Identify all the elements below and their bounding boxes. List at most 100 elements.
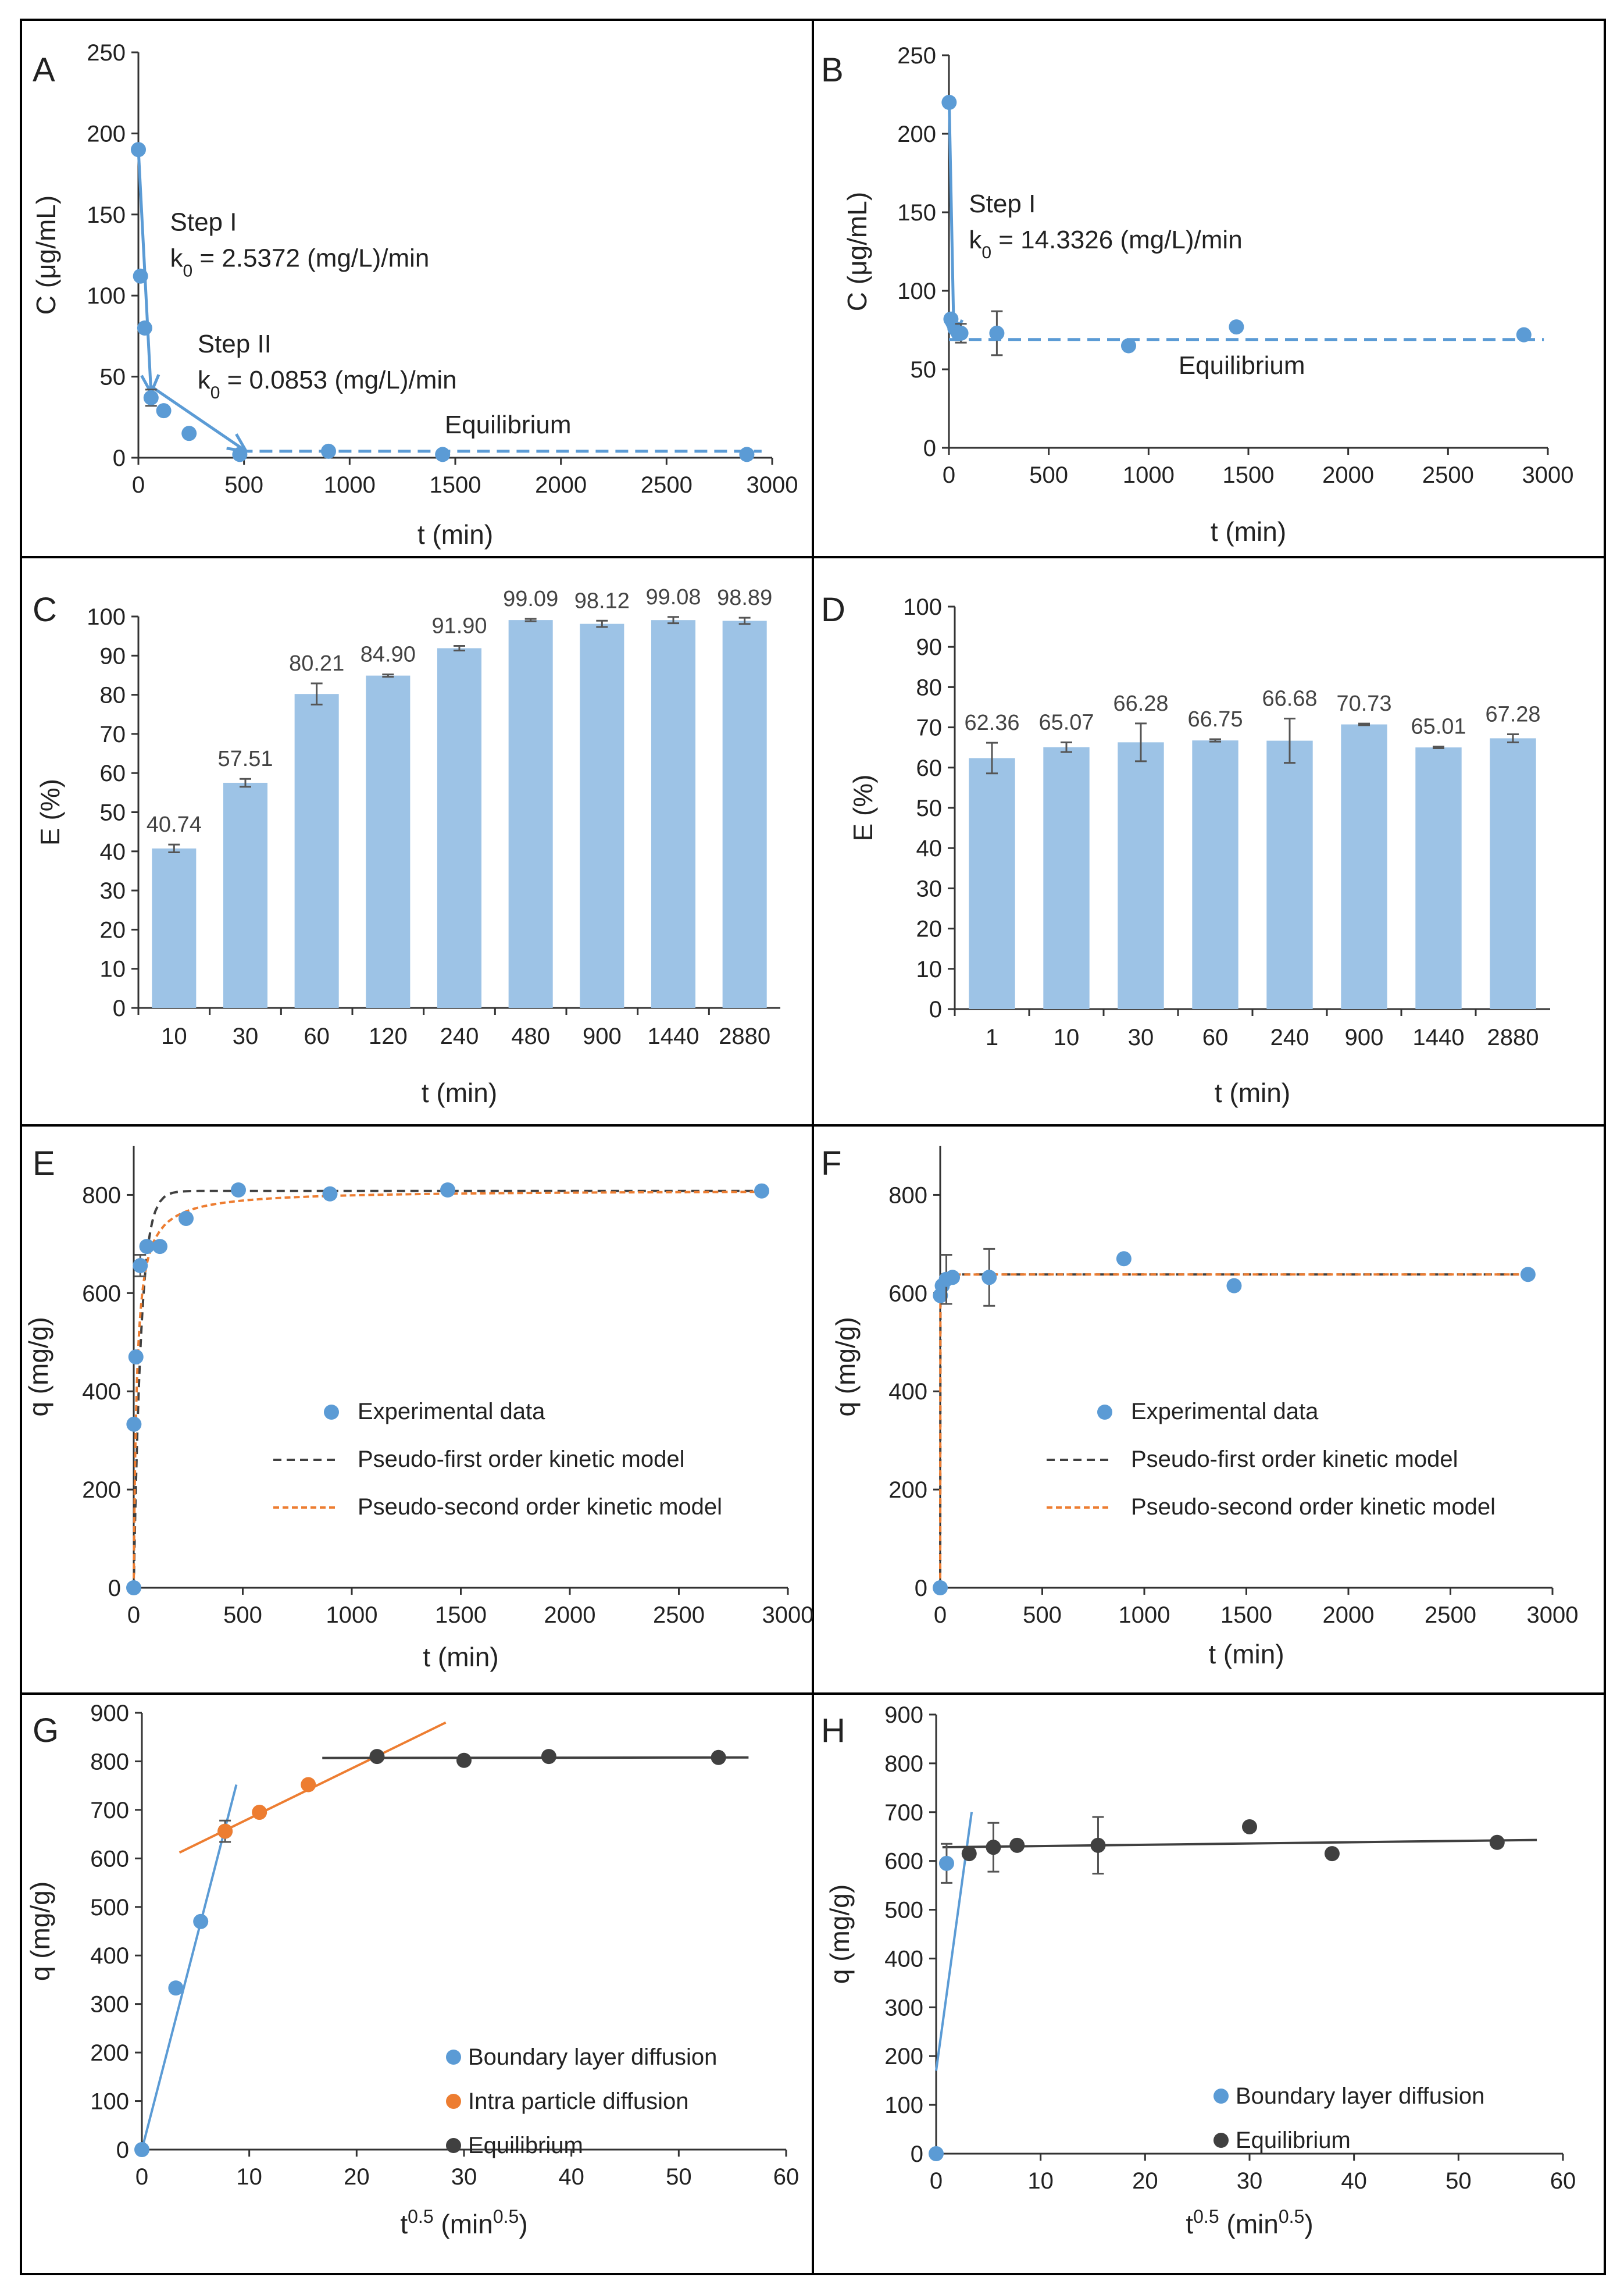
legend-label: Boundary layer diffusion [468, 2044, 717, 2070]
data-point [193, 1913, 209, 1929]
x-category-label: 60 [1202, 1025, 1229, 1050]
y-axis-title: C (μg/mL) [842, 192, 872, 311]
x-tick-label: 2500 [641, 472, 693, 498]
x-tick-label: 0 [132, 472, 145, 498]
data-point [1121, 338, 1136, 354]
bar-data-label: 66.68 [1262, 687, 1317, 711]
x-category-label: 30 [233, 1024, 259, 1049]
y-tick-label: 200 [888, 1477, 927, 1503]
bar-data-label: 66.75 [1187, 707, 1243, 732]
y-tick-label: 20 [916, 917, 943, 942]
data-point [711, 1749, 726, 1765]
y-tick-label: 100 [897, 279, 936, 304]
data-point [133, 1258, 148, 1274]
x-axis-title: t (min) [1215, 1078, 1290, 1108]
x-tick-label: 50 [666, 2164, 692, 2190]
annotation-k: k [969, 226, 982, 254]
y-tick-label: 50 [100, 365, 126, 390]
y-tick-label: 50 [916, 796, 943, 821]
bar [508, 620, 553, 1008]
x-axis-title: t0.5 (min0.5) [400, 2206, 527, 2239]
bar [1043, 747, 1090, 1009]
data-point [941, 95, 957, 110]
data-point [168, 1980, 184, 1996]
x-tick-label: 3000 [747, 472, 798, 498]
y-tick-label: 800 [90, 1749, 129, 1774]
bar [969, 758, 1015, 1009]
panel-letter: G [33, 1712, 59, 1749]
data-point [1116, 1251, 1132, 1267]
x-tick-label: 10 [1027, 2168, 1054, 2194]
panel-f: 0 200 400 600 800 0 500 1000 1500 2000 2500 3000 q (… [821, 1145, 1578, 1669]
legend-marker [446, 2094, 461, 2109]
y-tick-label: 400 [82, 1379, 121, 1405]
x-tick-label: 1500 [1220, 1602, 1272, 1628]
x-tick-label: 1500 [1223, 462, 1275, 488]
annotation-k-rest: = 14.3326 (mg/L)/min [991, 226, 1243, 254]
x-tick-label: 40 [558, 2164, 584, 2190]
data-point [1009, 1837, 1025, 1853]
step-arrow [947, 99, 956, 338]
data-point [1324, 1846, 1340, 1862]
data-point [1489, 1834, 1505, 1850]
panel-h: 0 100 200 300 400 500 600 700 800 900 0 10 20 30 40 50 6… [821, 1702, 1576, 2239]
data-point [369, 1749, 385, 1765]
y-tick-label: 250 [897, 43, 936, 69]
y-tick-label: 900 [90, 1701, 129, 1726]
y-tick-label: 40 [916, 836, 943, 861]
step-arrow [150, 385, 247, 452]
y-tick-label: 60 [916, 756, 943, 781]
x-tick-label: 1000 [1123, 462, 1175, 488]
bar-data-label: 80.21 [289, 651, 344, 676]
bar-data-label: 84.90 [361, 643, 416, 667]
fit-line [141, 1784, 238, 2150]
y-tick-label: 10 [100, 957, 126, 982]
bar-data-label: 99.08 [645, 585, 701, 610]
legend-label: Intra particle diffusion [468, 2089, 688, 2114]
y-axis-title: q (mg/g) [23, 1317, 53, 1416]
annotation-k-sub: 0 [210, 383, 220, 402]
x-axis-title: t (min) [1208, 1639, 1284, 1669]
y-tick-label: 300 [884, 1995, 923, 2020]
y-tick-label: 90 [916, 635, 943, 660]
panel-e: 0 200 400 600 800 0 500 1000 1500 2000 2500 3000 q (… [23, 1145, 813, 1672]
data-point [541, 1749, 556, 1765]
annotation-text: k0 = 0.0853 (mg/L)/min [198, 366, 457, 402]
data-point [181, 426, 197, 441]
x-axis-title-part: ) [519, 2209, 527, 2239]
y-tick-label: 200 [884, 2044, 923, 2069]
legend-label: Experimental data [358, 1399, 545, 1424]
x-category-label: 2880 [1487, 1025, 1539, 1050]
x-tick-label: 40 [1341, 2168, 1367, 2194]
legend-marker-experimental [324, 1405, 339, 1420]
y-tick-label: 70 [100, 722, 126, 747]
y-tick-label: 100 [903, 594, 942, 620]
y-tick-label: 800 [888, 1182, 927, 1208]
x-tick-label: 1500 [435, 1602, 487, 1628]
y-tick-label: 60 [100, 761, 126, 786]
y-tick-label: 100 [884, 2093, 923, 2118]
annotation-text: Equilibrium [445, 411, 572, 439]
bar-data-label: 70.73 [1336, 692, 1391, 716]
legend-marker [1213, 2089, 1229, 2104]
pseudo-first-order-curve [939, 1273, 1528, 1588]
legend-marker [446, 2050, 461, 2065]
data-point [938, 1855, 954, 1871]
annotation-text: Step I [170, 208, 237, 237]
annotation-text: k0 = 14.3326 (mg/L)/min [969, 226, 1242, 262]
y-tick-label: 0 [113, 996, 126, 1021]
y-tick-label: 0 [911, 2141, 923, 2167]
y-tick-label: 0 [116, 2137, 129, 2163]
annotation-text: k0 = 2.5372 (mg/L)/min [170, 244, 430, 281]
data-point [1226, 1278, 1242, 1293]
legend-label: Pseudo-first order kinetic model [358, 1446, 684, 1472]
x-category-label: 30 [1128, 1025, 1154, 1050]
y-tick-label: 300 [90, 1992, 129, 2018]
annotation-text: Step II [198, 330, 272, 358]
x-tick-label: 3000 [1522, 462, 1574, 488]
legend: Boundary layer diffusion Intra particle d… [446, 2044, 717, 2158]
data-point [232, 447, 248, 462]
y-tick-label: 50 [100, 800, 126, 826]
data-point [321, 443, 336, 459]
